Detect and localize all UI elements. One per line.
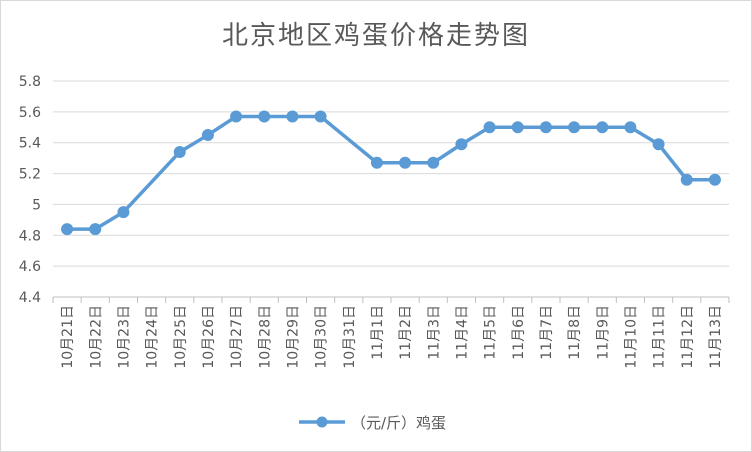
x-tick-label: 11月13日 [708, 305, 724, 369]
data-point [314, 110, 327, 123]
data-point [399, 156, 412, 169]
data-point [230, 110, 243, 123]
x-tick-label: 10月25日 [173, 305, 189, 369]
data-point [427, 156, 440, 169]
x-tick-label: 10月23日 [116, 305, 132, 369]
y-tick-label: 5.4 [19, 136, 41, 152]
x-tick-label: 11月9日 [595, 305, 611, 360]
data-point [652, 138, 665, 151]
x-tick-label: 11月11日 [652, 305, 668, 369]
x-tick-label: 11月3日 [426, 305, 442, 360]
data-point [624, 121, 637, 134]
data-point [511, 121, 524, 134]
y-tick-label: 4.8 [19, 228, 41, 244]
x-tick-label: 11月6日 [511, 305, 527, 360]
data-point [286, 110, 299, 123]
y-tick-label: 4.4 [19, 290, 41, 306]
data-point [680, 173, 693, 186]
y-tick-label: 5.8 [19, 74, 41, 90]
x-tick-label: 10月22日 [88, 305, 104, 369]
data-point [173, 145, 186, 158]
data-point [483, 121, 496, 134]
x-tick-label: 10月31日 [342, 305, 358, 369]
x-tick-label: 11月4日 [454, 305, 470, 360]
y-tick-label: 5.6 [19, 105, 41, 121]
x-tick-label: 11月10日 [623, 305, 639, 369]
data-point [258, 110, 271, 123]
x-tick-label: 11月5日 [483, 305, 499, 360]
x-tick-label: 10月21日 [60, 305, 76, 369]
series-line-0 [65, 114, 717, 231]
x-tick-label: 11月7日 [539, 305, 555, 360]
x-tick-label: 11月12日 [680, 305, 696, 369]
data-point [708, 173, 721, 186]
x-tick-label: 10月30日 [314, 305, 330, 369]
x-tick-label: 10月29日 [285, 305, 301, 369]
x-tick-label: 10月26日 [201, 305, 217, 369]
data-point [117, 206, 130, 219]
data-point [89, 223, 102, 236]
x-tick-label: 10月27日 [229, 305, 245, 369]
x-tick-label: 11月1日 [370, 305, 386, 360]
x-tick-label: 11月2日 [398, 305, 414, 360]
y-tick-label: 4.6 [19, 259, 41, 275]
legend-label: （元/斤）鸡蛋 [351, 414, 446, 432]
data-point [455, 138, 468, 151]
y-tick-label: 5 [32, 197, 41, 213]
legend-marker [316, 416, 328, 428]
y-tick-label: 5.2 [19, 167, 41, 183]
x-tick-label: 11月8日 [567, 305, 583, 360]
data-point [370, 156, 383, 169]
data-point [568, 121, 581, 134]
chart-title: 北京地区鸡蛋价格走势图 [221, 21, 530, 51]
x-tick-label: 10月28日 [257, 305, 273, 369]
data-point [61, 223, 74, 236]
data-point [539, 121, 552, 134]
data-point [201, 129, 214, 141]
data-point [596, 121, 609, 134]
x-tick-label: 10月24日 [145, 305, 161, 369]
